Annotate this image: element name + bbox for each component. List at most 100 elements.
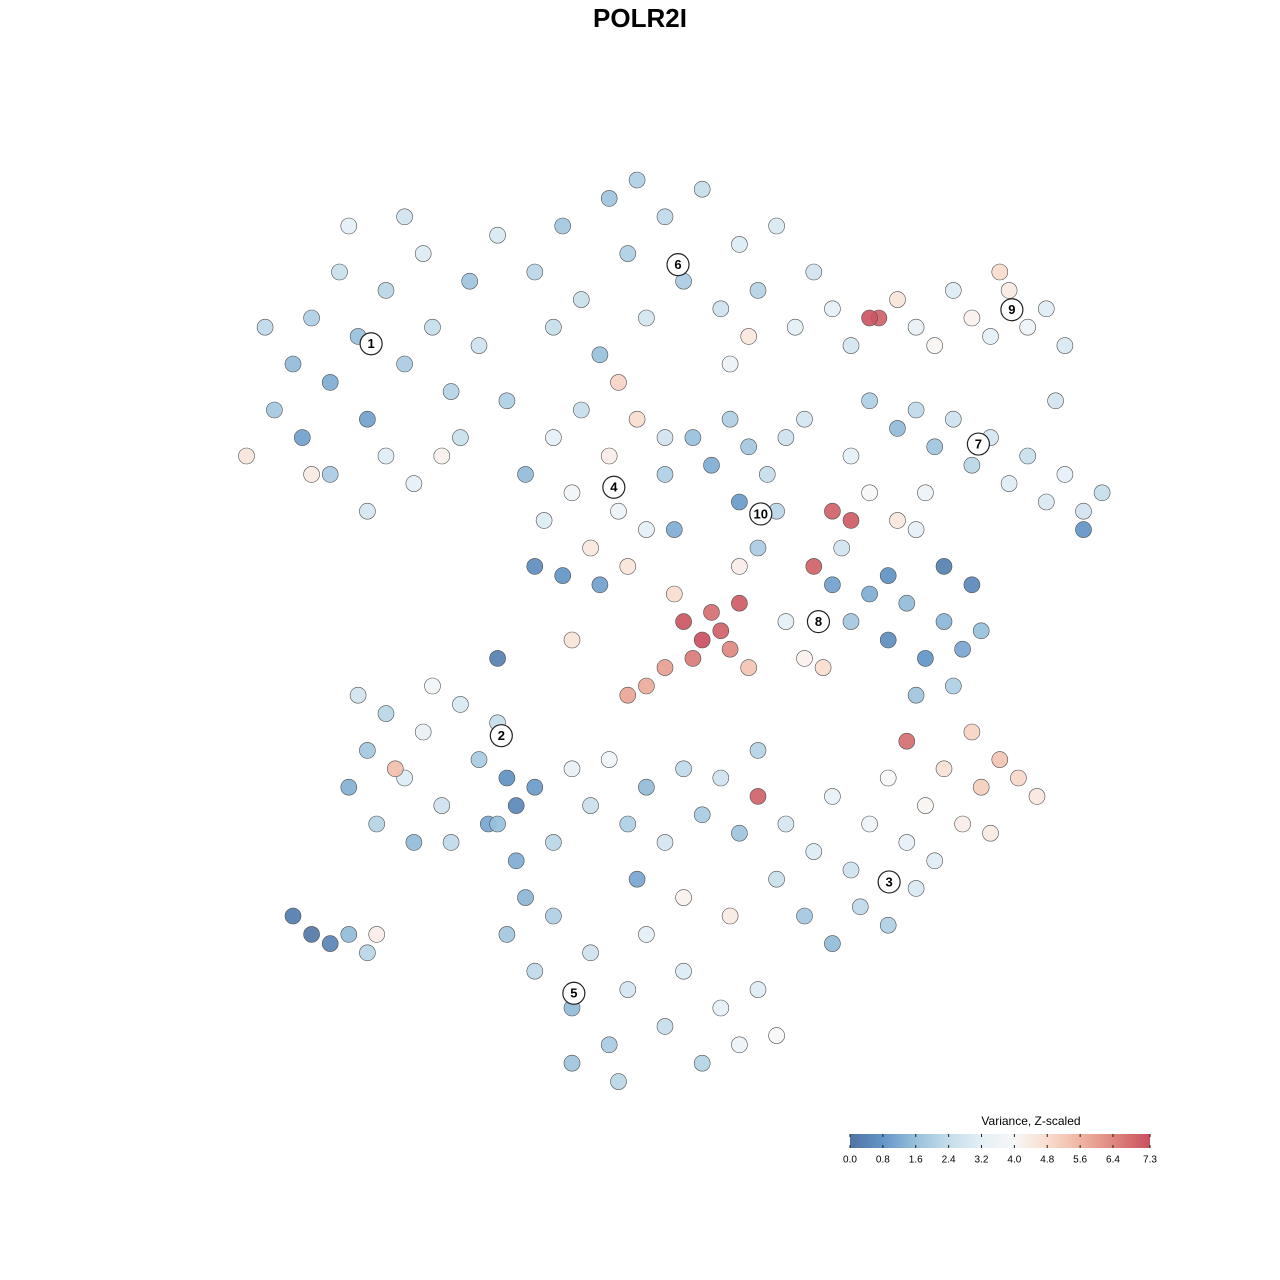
cluster-badge — [666, 253, 690, 277]
cluster-label: 4 — [610, 480, 618, 495]
point — [619, 981, 637, 998]
point — [842, 613, 860, 630]
point — [824, 300, 841, 318]
point — [982, 328, 999, 345]
point — [303, 309, 320, 327]
point — [665, 585, 683, 603]
point — [572, 401, 590, 419]
point — [777, 815, 795, 833]
point — [768, 1027, 785, 1044]
point — [731, 236, 748, 253]
point — [842, 861, 860, 879]
point — [321, 935, 339, 952]
point — [656, 429, 674, 446]
point — [582, 797, 599, 814]
cluster-labels: 1 2 3 4 5 6 7 8 9 10 — [359, 253, 1024, 1005]
cluster-label: 2 — [498, 728, 505, 743]
point — [563, 1054, 581, 1072]
point — [721, 355, 739, 373]
point — [1019, 318, 1036, 336]
point — [638, 926, 655, 943]
point — [805, 558, 823, 575]
colorbar-title: Variance, Z-scaled — [981, 1114, 1080, 1128]
colorbar-tick-label: 4.8 — [1040, 1155, 1054, 1166]
point — [489, 226, 506, 244]
point — [284, 907, 302, 925]
point — [424, 318, 441, 336]
point — [935, 613, 953, 630]
point — [898, 834, 916, 851]
point — [1000, 475, 1018, 492]
point — [452, 429, 469, 446]
point — [563, 484, 581, 502]
point — [665, 521, 683, 538]
point — [414, 723, 432, 741]
point — [972, 778, 990, 796]
point — [740, 438, 758, 456]
point — [879, 769, 897, 787]
colorbar-tick-label: 0.8 — [876, 1155, 890, 1166]
point — [1028, 788, 1046, 805]
point — [517, 889, 534, 906]
point — [935, 760, 953, 778]
point — [693, 631, 711, 649]
point — [656, 1018, 674, 1035]
point — [991, 751, 1009, 768]
point — [693, 806, 711, 824]
point — [944, 677, 962, 695]
colorbar-tick-label: 1.6 — [909, 1155, 923, 1166]
point — [861, 484, 878, 502]
point — [489, 815, 506, 833]
point — [861, 585, 878, 603]
point — [684, 429, 702, 446]
point — [1000, 282, 1018, 299]
point — [842, 447, 860, 465]
point — [833, 539, 851, 557]
point — [656, 208, 674, 226]
point — [954, 815, 971, 833]
point — [321, 466, 339, 483]
point — [1093, 484, 1111, 502]
point — [796, 907, 813, 925]
point — [507, 852, 525, 870]
point — [917, 650, 934, 667]
cluster-label: 10 — [754, 506, 768, 521]
point — [721, 410, 739, 428]
point — [963, 723, 981, 741]
point — [842, 337, 860, 354]
point — [935, 558, 953, 575]
point — [266, 401, 283, 419]
point — [545, 907, 562, 925]
point — [972, 622, 990, 640]
cluster-badge — [1000, 298, 1024, 322]
point — [805, 843, 823, 860]
colorbar-tick-label: 5.6 — [1073, 1155, 1087, 1166]
point — [610, 374, 627, 391]
point — [554, 567, 572, 584]
point — [824, 788, 841, 805]
point — [712, 300, 730, 318]
point — [777, 613, 795, 630]
point — [675, 889, 692, 906]
point — [619, 558, 637, 575]
point — [712, 769, 730, 787]
point — [359, 410, 376, 428]
point — [442, 834, 460, 851]
point — [889, 512, 906, 529]
point — [768, 870, 785, 888]
point — [898, 732, 916, 750]
point — [396, 208, 413, 226]
point — [656, 659, 674, 676]
point — [638, 677, 655, 695]
point — [1019, 447, 1036, 465]
point — [638, 521, 655, 538]
point — [731, 824, 748, 842]
point — [359, 944, 376, 962]
point — [359, 742, 376, 759]
point — [526, 962, 544, 980]
point — [861, 815, 878, 833]
point — [851, 898, 869, 916]
point — [675, 760, 692, 778]
point — [628, 870, 646, 888]
point — [600, 190, 618, 207]
